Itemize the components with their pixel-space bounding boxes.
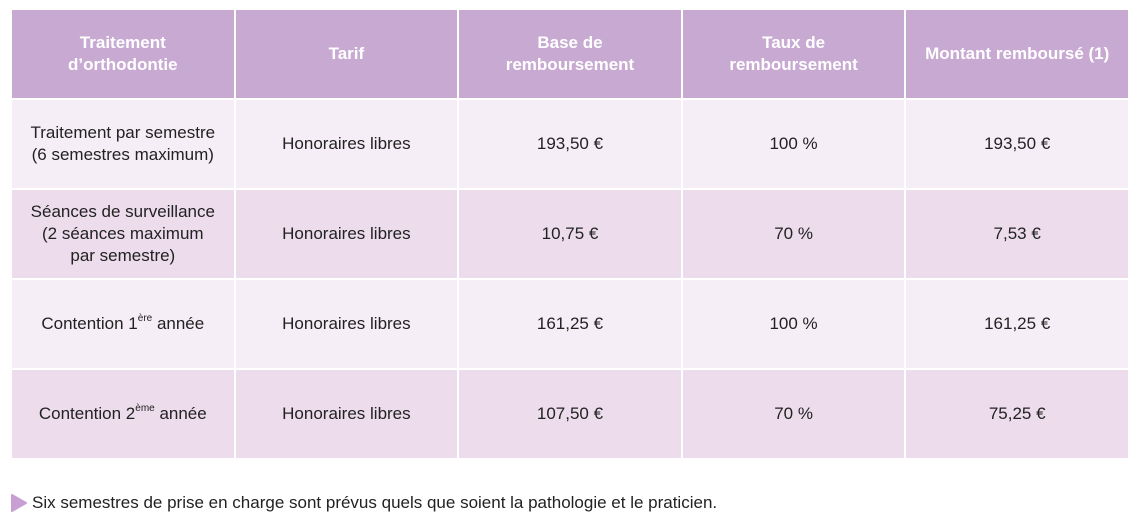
table-cell: 7,53 €	[904, 188, 1130, 280]
table-cell: 10,75 €	[457, 188, 683, 280]
cell-text: année	[152, 314, 205, 333]
table-cell: Contention 1ère année	[10, 278, 236, 370]
table-cell: 75,25 €	[904, 368, 1130, 460]
table-cell: Honoraires libres	[233, 98, 460, 190]
table-cell: 100 %	[680, 278, 907, 370]
reimbursement-table: Traitement d’orthodontie Tarif Base de rem…	[10, 8, 1130, 460]
table-cell: 161,25 €	[457, 278, 683, 370]
header-cell: Traitement d’orthodontie	[10, 8, 236, 100]
table-row: Contention 1ère année Honoraires libres 16…	[10, 278, 1130, 370]
table-cell: 70 %	[680, 188, 907, 280]
table-cell: Traitement par semestre (6 semestres max…	[10, 98, 236, 190]
table-row: Contention 2ème année Honoraires libres 10…	[10, 368, 1130, 460]
bullet-arrow	[11, 494, 27, 512]
superscript: ère	[137, 313, 153, 324]
table-cell: Contention 2ème année	[10, 368, 236, 460]
table-cell: Honoraires libres	[233, 278, 460, 370]
cell-text: Contention 2	[38, 404, 136, 423]
cell-text: Contention 1	[41, 314, 138, 333]
table-body: Traitement par semestre (6 semestres max…	[10, 98, 1130, 460]
table-cell: 161,25 €	[904, 278, 1130, 370]
header-cell: Base de remboursement	[457, 8, 683, 100]
footnote: Six semestres de prise en charge sont pr…	[10, 493, 717, 513]
table-cell: 100 %	[680, 98, 907, 190]
table-cell: Honoraires libres	[233, 368, 460, 460]
header-row: Traitement d’orthodontie Tarif Base de rem…	[10, 8, 1130, 100]
table-cell: 193,50 €	[457, 98, 683, 190]
table-cell: 70 %	[680, 368, 907, 460]
table-head: Traitement d’orthodontie Tarif Base de rem…	[10, 8, 1130, 100]
cell-text: année	[154, 404, 207, 423]
header-cell: Montant remboursé (1)	[904, 8, 1130, 100]
header-cell: Tarif	[233, 8, 460, 100]
table-cell: 107,50 €	[457, 368, 683, 460]
table-cell: 193,50 €	[904, 98, 1130, 190]
table-cell: Honoraires libres	[233, 188, 460, 280]
superscript: ème	[135, 403, 155, 414]
table-row: Traitement par semestre (6 semestres max…	[10, 98, 1130, 190]
header-cell: Taux de remboursement	[680, 8, 907, 100]
table-row: Séances de surveillance (2 séances maxim…	[10, 188, 1130, 280]
table-cell: Séances de surveillance (2 séances maxim…	[10, 188, 236, 280]
note-text: Six semestres de prise en charge sont pr…	[32, 493, 718, 512]
